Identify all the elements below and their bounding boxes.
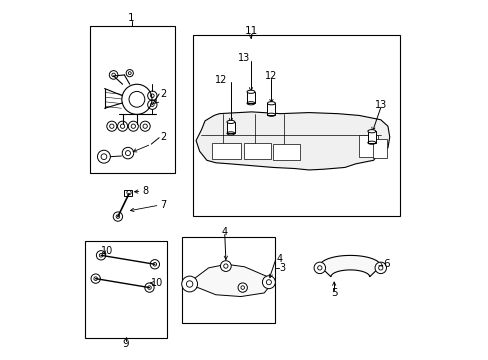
Bar xyxy=(123,190,131,197)
Text: 12: 12 xyxy=(215,75,227,85)
Text: 5: 5 xyxy=(330,288,337,298)
Text: 13: 13 xyxy=(375,100,387,110)
Text: 1: 1 xyxy=(128,13,135,23)
Circle shape xyxy=(374,262,386,274)
Bar xyxy=(85,241,167,338)
Text: 12: 12 xyxy=(264,71,277,81)
Circle shape xyxy=(313,262,325,274)
Ellipse shape xyxy=(246,90,254,93)
Text: 6: 6 xyxy=(383,259,389,269)
Circle shape xyxy=(220,261,231,271)
Bar xyxy=(192,35,400,216)
Text: 4: 4 xyxy=(221,227,227,237)
Bar xyxy=(246,92,254,103)
Bar xyxy=(244,143,271,159)
Ellipse shape xyxy=(367,130,375,133)
Bar xyxy=(372,139,386,158)
Text: 2: 2 xyxy=(160,132,166,142)
Text: 10: 10 xyxy=(150,278,163,288)
Text: 11: 11 xyxy=(244,26,257,36)
Text: 4: 4 xyxy=(276,254,283,264)
Text: 8: 8 xyxy=(142,186,148,197)
Bar xyxy=(90,26,174,173)
Text: 9: 9 xyxy=(122,339,129,349)
Polygon shape xyxy=(196,112,389,170)
Bar xyxy=(182,237,274,323)
Bar xyxy=(273,144,300,160)
Bar xyxy=(267,103,275,115)
Text: 10: 10 xyxy=(101,246,113,256)
Bar xyxy=(226,122,234,134)
Bar xyxy=(367,131,375,143)
Circle shape xyxy=(238,283,247,292)
Polygon shape xyxy=(187,264,271,297)
Text: 3: 3 xyxy=(279,263,285,273)
Bar xyxy=(212,143,241,159)
Bar xyxy=(358,135,378,157)
Circle shape xyxy=(182,276,197,292)
Ellipse shape xyxy=(267,102,275,105)
Text: 7: 7 xyxy=(160,200,166,210)
Circle shape xyxy=(262,276,275,289)
Ellipse shape xyxy=(226,120,234,123)
Text: 13: 13 xyxy=(238,53,250,63)
Text: 2: 2 xyxy=(160,89,166,99)
Polygon shape xyxy=(319,255,380,277)
